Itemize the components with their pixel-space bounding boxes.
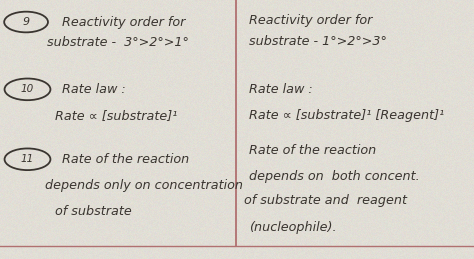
Text: substrate -  3°>2°>1°: substrate - 3°>2°>1° — [47, 36, 189, 49]
Text: Rate ∝ [substrate]¹ [Reagent]¹: Rate ∝ [substrate]¹ [Reagent]¹ — [249, 109, 444, 122]
Text: substrate - 1°>2°>3°: substrate - 1°>2°>3° — [249, 35, 387, 48]
Text: Reactivity order for: Reactivity order for — [62, 16, 185, 28]
Text: Reactivity order for: Reactivity order for — [249, 14, 372, 27]
Text: 11: 11 — [21, 154, 34, 164]
Text: of substrate and  reagent: of substrate and reagent — [244, 194, 407, 207]
Text: of substrate: of substrate — [55, 205, 131, 218]
Text: depends on  both concent.: depends on both concent. — [249, 170, 419, 183]
Text: Rate law :: Rate law : — [62, 83, 125, 96]
Text: 9: 9 — [22, 17, 30, 27]
Text: Rate of the reaction: Rate of the reaction — [249, 144, 376, 157]
Text: Rate law :: Rate law : — [249, 83, 312, 96]
Text: Rate ∝ [substrate]¹: Rate ∝ [substrate]¹ — [55, 109, 177, 122]
Text: Rate of the reaction: Rate of the reaction — [62, 153, 189, 166]
Text: depends only on concentration: depends only on concentration — [45, 179, 243, 192]
Text: 10: 10 — [21, 84, 34, 94]
Text: (nucleophile).: (nucleophile). — [249, 221, 337, 234]
